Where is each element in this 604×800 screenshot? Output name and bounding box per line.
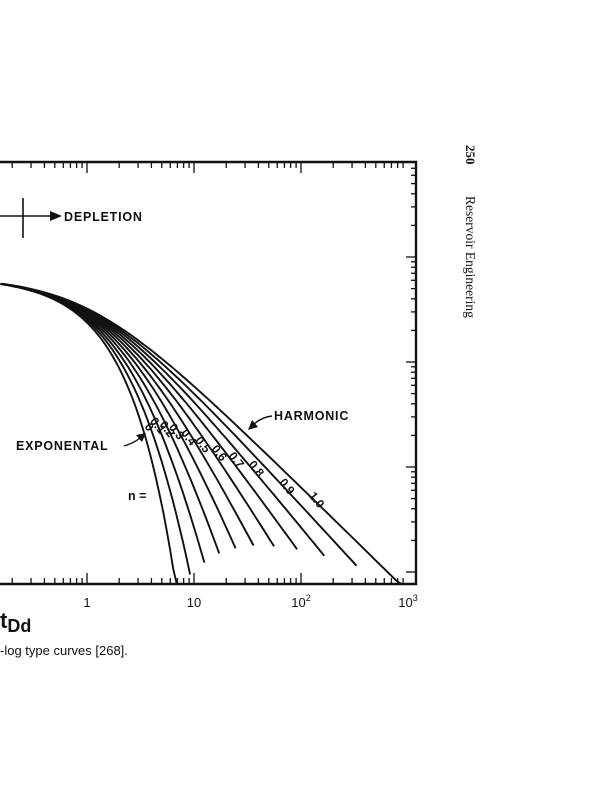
axis-ticks bbox=[11, 161, 416, 584]
x-tick-label: 103 bbox=[398, 593, 417, 610]
plot-frame bbox=[0, 160, 418, 586]
running-head: Reservoir Engineering bbox=[463, 196, 478, 318]
n-value-labels: 00.10.20.30.40.50.60.70.80.91.0 bbox=[142, 414, 328, 511]
x-tick-label: 10 bbox=[187, 595, 201, 610]
x-tick-label: 1 bbox=[83, 595, 90, 610]
type-curve-n-0 bbox=[2, 283, 178, 585]
type-curves bbox=[0, 282, 403, 585]
harmonic-arrow-icon bbox=[248, 420, 258, 430]
figure-caption: -log type curves [268]. bbox=[0, 643, 128, 658]
n-label-0.9: 0.9 bbox=[276, 476, 298, 498]
x-tick-labels: 1 10 102 103 bbox=[83, 593, 417, 610]
depletion-marker bbox=[0, 198, 50, 238]
type-curve-n-0.7 bbox=[0, 282, 298, 550]
exponential-label: EXPONENTAL bbox=[16, 439, 109, 453]
x-axis-label: tDd bbox=[0, 608, 31, 636]
harmonic-label: HARMONIC bbox=[274, 409, 349, 423]
n-label-0.8: 0.8 bbox=[246, 458, 268, 480]
n-label-1.0: 1.0 bbox=[306, 489, 328, 511]
exponential-leader bbox=[123, 437, 141, 447]
page-number: 250 bbox=[463, 145, 478, 165]
n-prefix-label: n = bbox=[128, 489, 146, 503]
depletion-arrow-icon bbox=[50, 211, 62, 221]
depletion-label: DEPLETION bbox=[64, 210, 143, 224]
exponential-arrow-icon bbox=[136, 433, 146, 442]
type-curve-n-0.4 bbox=[0, 282, 237, 549]
type-curve-n-1.0 bbox=[4, 283, 403, 585]
harmonic-leader bbox=[253, 415, 273, 425]
x-tick-label: 102 bbox=[291, 593, 310, 610]
